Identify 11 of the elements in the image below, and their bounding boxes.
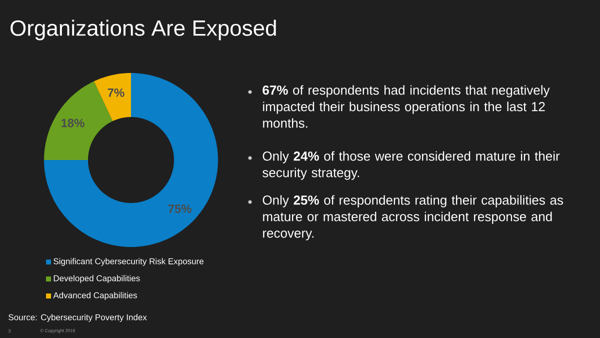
source-note: Source: Cybersecurity Poverty Index <box>8 314 147 322</box>
text: Only 25% of respondents rating their capabilities as mature or mastered across incident response and recovery. <box>262 195 564 240</box>
data-label: 75% <box>168 204 192 214</box>
legend-label: Advanced Capabilities <box>53 292 137 300</box>
legend-label: Significant Cybersecurity Risk Exposure <box>54 258 204 266</box>
data-label: 18% <box>61 118 84 128</box>
chart-title: Organizations Are Exposed <box>10 20 276 40</box>
text: Only 24% of those were considered mature in their security strategy. <box>262 151 560 180</box>
legend-label: Developed Capabilities <box>54 275 140 283</box>
data-label: 7% <box>108 88 124 97</box>
text: 67% of respondents had incidents that negatively impacted their business operations in the last 12 months. <box>262 85 550 128</box>
